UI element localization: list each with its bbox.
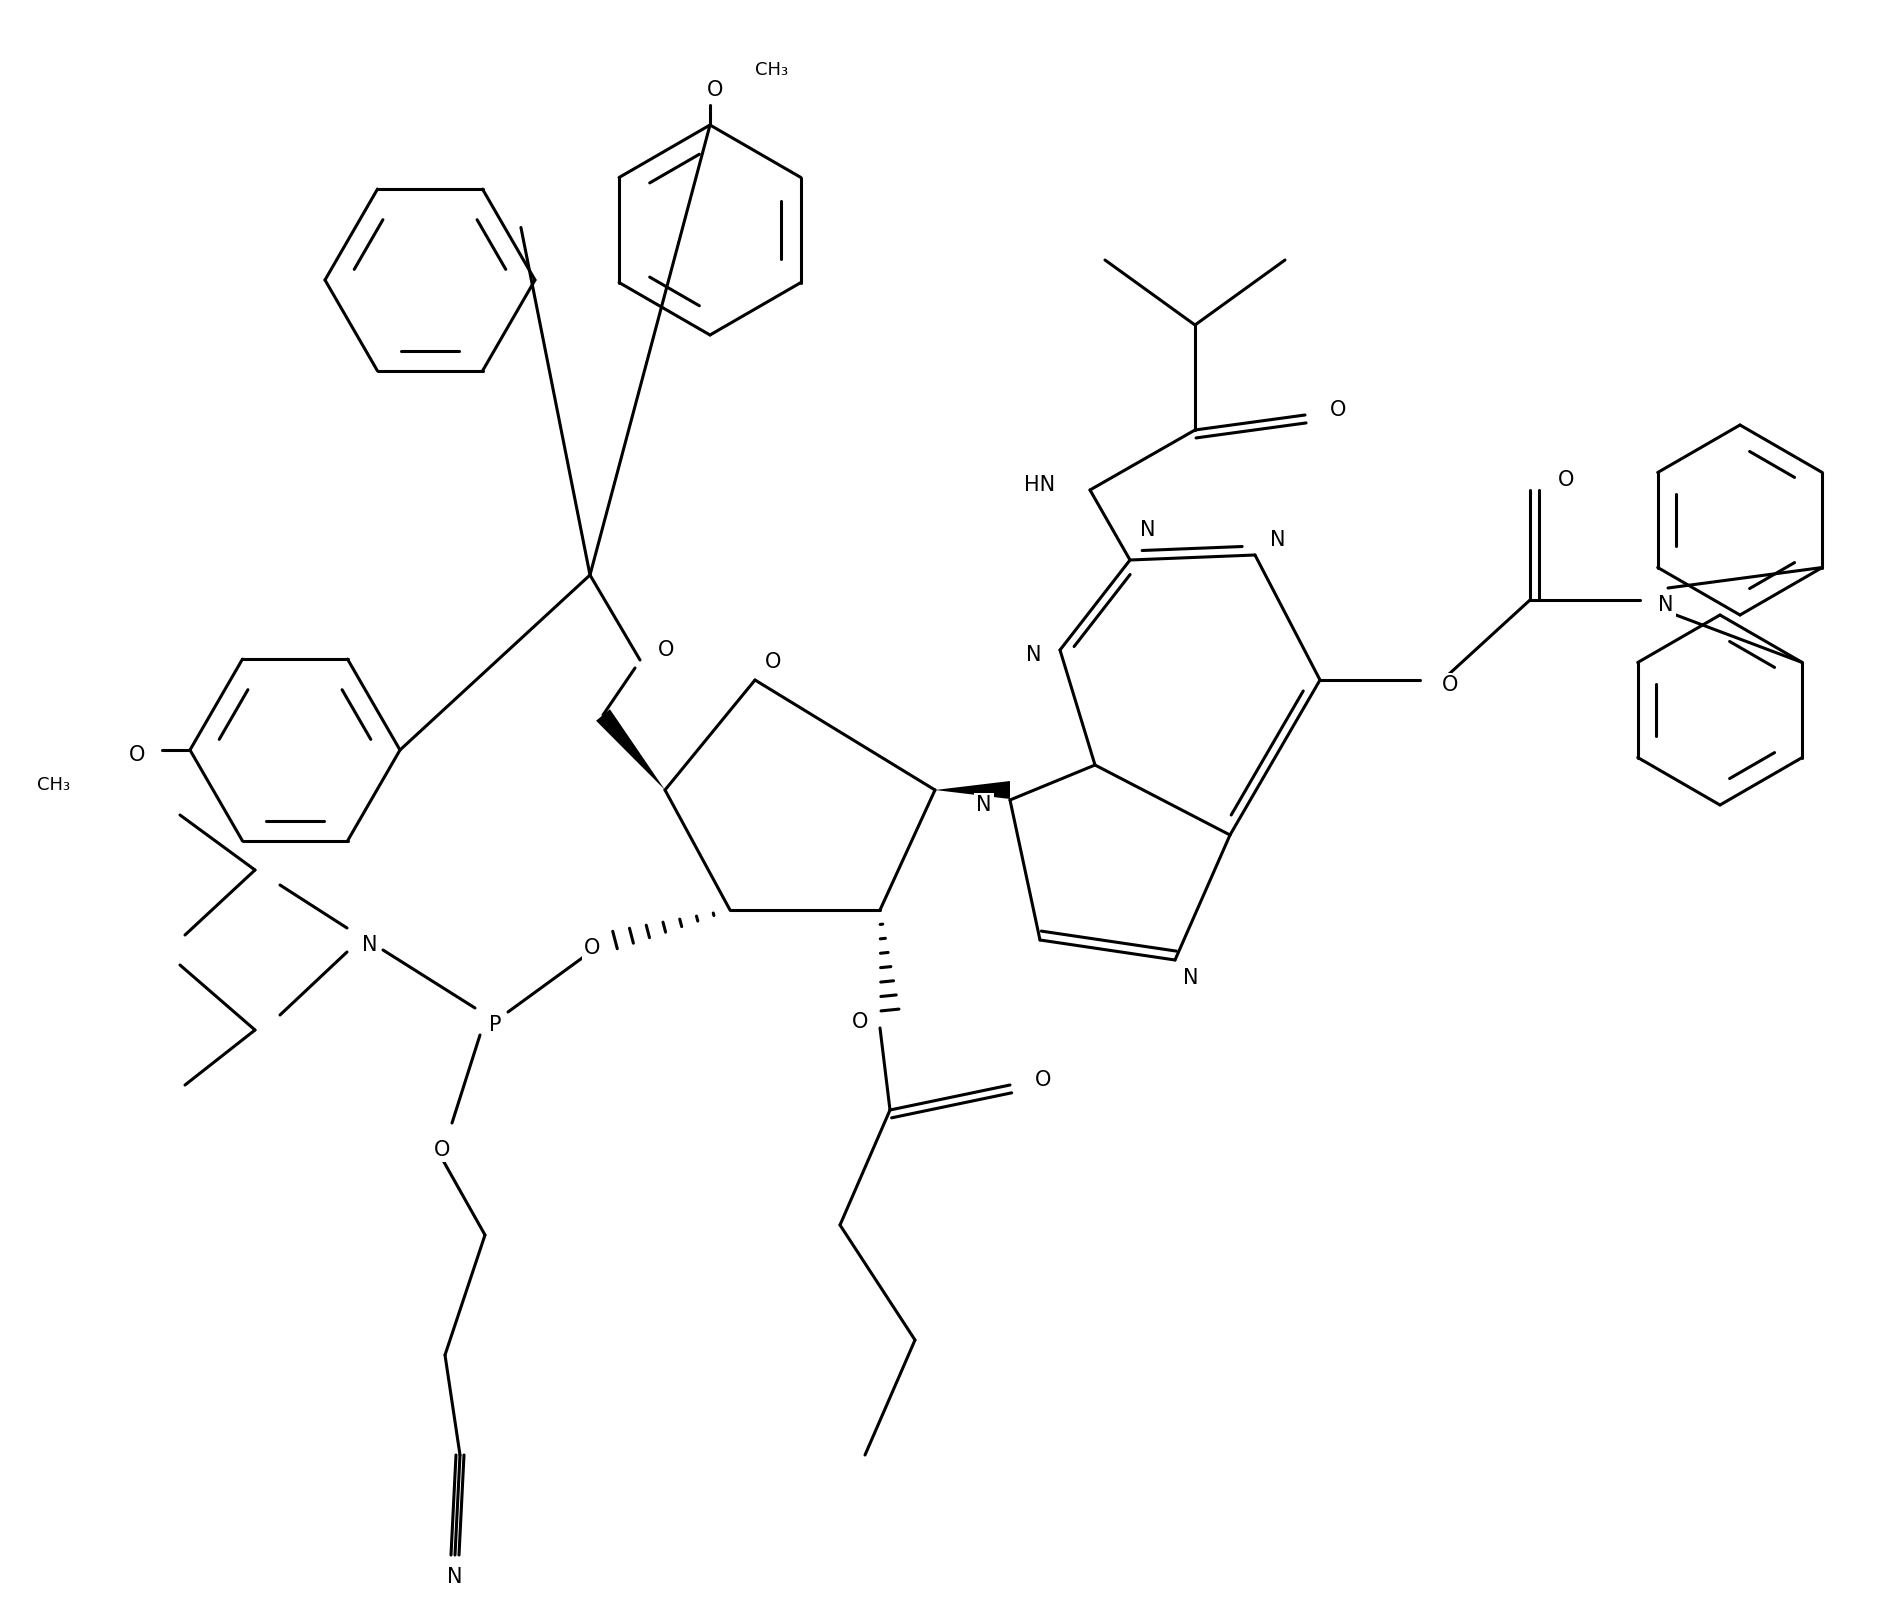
Text: N: N (447, 1567, 462, 1586)
Text: N: N (1182, 967, 1198, 988)
Text: O: O (707, 81, 724, 100)
Text: O: O (766, 651, 781, 672)
Text: O: O (434, 1140, 449, 1161)
Polygon shape (934, 780, 1010, 800)
Text: HN: HN (1023, 476, 1056, 495)
Polygon shape (597, 709, 665, 790)
Text: P: P (489, 1016, 502, 1035)
Text: O: O (1035, 1070, 1052, 1090)
Text: O: O (584, 938, 601, 958)
Text: CH₃: CH₃ (36, 775, 70, 795)
Text: O: O (851, 1012, 868, 1032)
Text: CH₃: CH₃ (754, 61, 788, 79)
Text: N: N (976, 795, 991, 816)
Text: O: O (1330, 400, 1345, 421)
Text: N: N (362, 935, 377, 954)
Text: N: N (1141, 521, 1156, 540)
Text: O: O (1442, 675, 1459, 695)
Text: N: N (1270, 530, 1285, 550)
Text: N: N (1027, 645, 1042, 666)
Text: O: O (658, 640, 675, 659)
Text: O: O (129, 745, 146, 766)
Text: N: N (1658, 595, 1673, 616)
Text: O: O (1558, 471, 1575, 490)
